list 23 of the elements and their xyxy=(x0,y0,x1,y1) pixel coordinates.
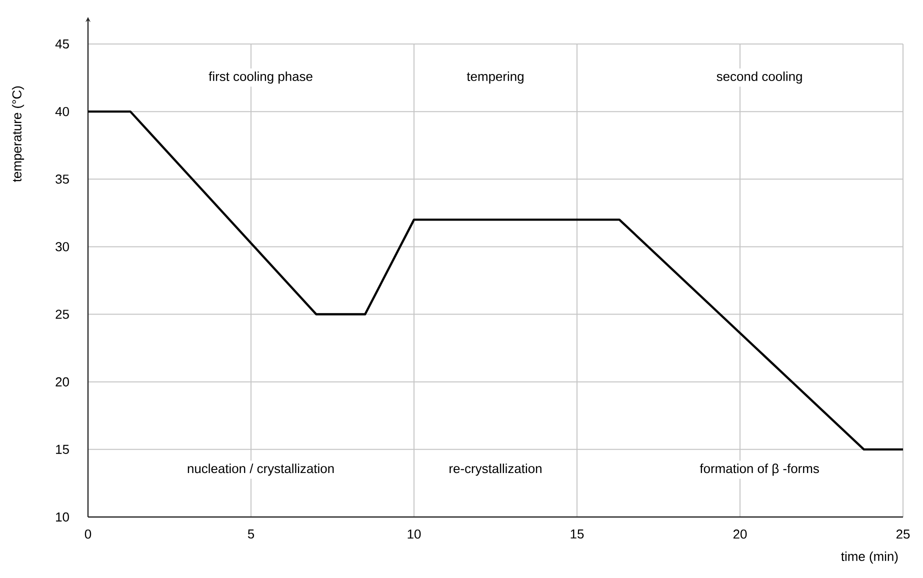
annotation: nucleation / crystallization xyxy=(188,464,334,476)
line-series xyxy=(86,110,904,451)
y-tick-label: 45 xyxy=(55,39,69,49)
y-axis-title: temperature (°C) xyxy=(12,86,24,182)
x-tick-label: 0 xyxy=(84,530,92,539)
y-tick-label: 30 xyxy=(56,242,69,252)
x-tick-label: 5 xyxy=(248,530,254,539)
annotation: formation of β -forms xyxy=(700,464,819,476)
y-tick-label: 15 xyxy=(56,444,69,454)
x-tick-label: 15 xyxy=(570,530,584,539)
x-tick-label: 10 xyxy=(408,530,421,539)
x-tick-label: 25 xyxy=(896,530,910,539)
annotation: first cooling phase xyxy=(208,72,312,84)
y-tick-label: 35 xyxy=(56,174,69,184)
x-axis-title: time (min) xyxy=(841,552,898,564)
x-tick-label: 20 xyxy=(733,530,747,539)
y-tick-label: 25 xyxy=(56,310,69,319)
y-tick-label: 20 xyxy=(56,377,69,386)
y-tick-label: 10 xyxy=(56,512,69,522)
annotation: tempering xyxy=(466,72,524,84)
annotation: second cooling xyxy=(716,72,802,84)
annotation: re-crystallization xyxy=(450,464,542,476)
y-tick-label: 40 xyxy=(55,106,69,116)
